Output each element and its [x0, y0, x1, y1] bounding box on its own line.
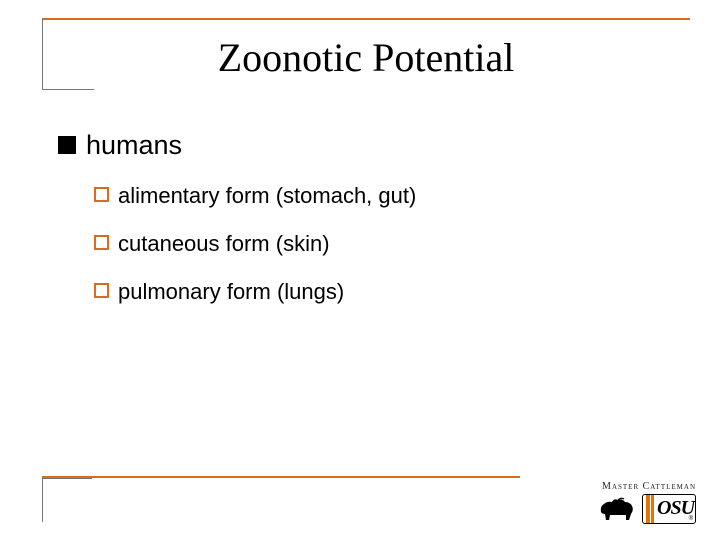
program-label: Master Cattleman: [602, 481, 696, 492]
list-item-label: pulmonary form (lungs): [118, 279, 344, 305]
logo-area: Master Cattleman OSU ®: [598, 481, 696, 524]
list-item-label: alimentary form (stomach, gut): [118, 183, 416, 209]
square-bullet-icon: [58, 136, 76, 154]
slide-title: Zoonotic Potential: [42, 20, 690, 93]
hollow-square-bullet-icon: [94, 283, 109, 298]
registered-mark: ®: [689, 516, 693, 522]
content-area: humans alimentary form (stomach, gut) cu…: [58, 130, 680, 327]
logo-row: OSU ®: [598, 494, 696, 524]
hollow-square-bullet-icon: [94, 187, 109, 202]
list-item-label: cutaneous form (skin): [118, 231, 330, 257]
footer-rule: [42, 476, 520, 478]
title-left-box: [42, 18, 94, 90]
hollow-square-bullet-icon: [94, 235, 109, 250]
footer-left-box: [42, 478, 92, 522]
cattle-icon: [598, 496, 636, 522]
list-item: humans: [58, 130, 680, 161]
list-item: alimentary form (stomach, gut): [94, 183, 680, 209]
list-item: cutaneous form (skin): [94, 231, 680, 257]
osu-logo: OSU ®: [642, 494, 696, 524]
title-area: Zoonotic Potential: [42, 18, 690, 93]
list-item-label: humans: [86, 130, 182, 161]
list-item: pulmonary form (lungs): [94, 279, 680, 305]
